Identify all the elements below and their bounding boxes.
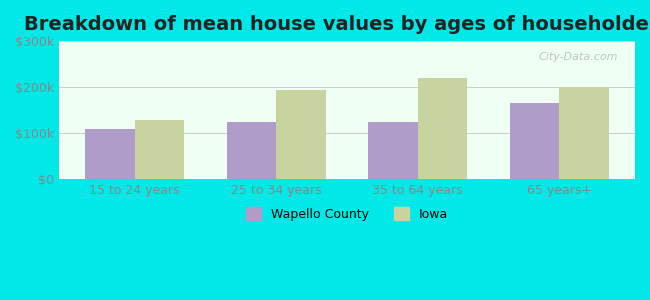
Text: City-Data.com: City-Data.com (538, 52, 617, 62)
Bar (418, 78, 467, 179)
Bar (368, 122, 418, 179)
Bar (559, 87, 609, 179)
Bar (85, 129, 135, 179)
Legend: Wapello County, Iowa: Wapello County, Iowa (241, 202, 453, 226)
Title: Breakdown of mean house values by ages of householders: Breakdown of mean house values by ages o… (24, 15, 650, 34)
Bar (276, 91, 326, 179)
Bar (510, 103, 559, 179)
Bar (227, 122, 276, 179)
Bar (135, 119, 184, 179)
